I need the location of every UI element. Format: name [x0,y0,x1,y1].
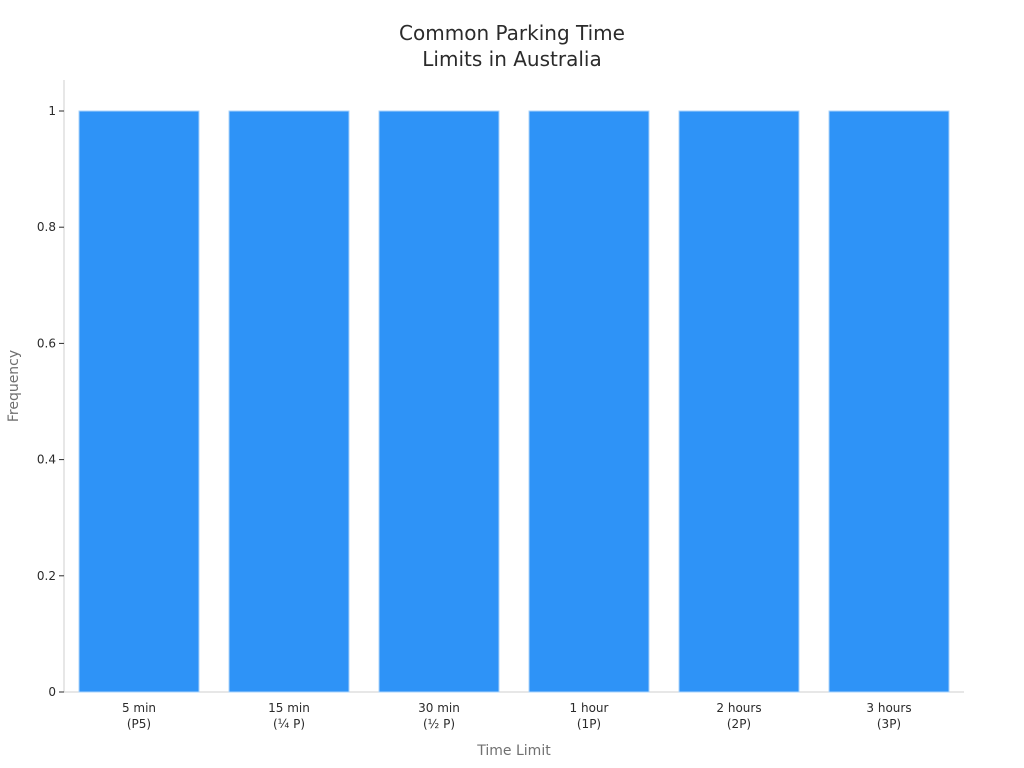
x-tick-label: (2P) [727,717,751,731]
bar-1[interactable] [228,110,350,693]
x-tick-label: 30 min [418,701,460,715]
bar-4[interactable] [678,110,800,693]
x-axis-label: Time Limit [476,743,551,759]
bar-2[interactable] [378,110,500,693]
y-axis-label: Frequency [6,350,22,422]
x-tick-label: (1P) [577,717,601,731]
x-tick-label: 1 hour [570,701,609,715]
bar-0[interactable] [78,110,200,693]
x-tick-label: 15 min [268,701,310,715]
x-tick-label: (3P) [877,717,901,731]
y-tick-label: 1 [48,104,56,118]
y-tick-label: 0.4 [37,453,56,467]
y-tick-label: 0.2 [37,569,56,583]
x-axis-ticks: 5 min (P5) 15 min (¼ P) 30 min (½ P) 1 hour (1P… [122,701,912,731]
bar-3[interactable] [528,110,650,693]
y-tick-label: 0.6 [37,336,56,350]
bars-group [78,110,950,693]
chart-title-line-2: Limits in Australia [422,47,601,71]
chart-title-line-1: Common Parking Time [399,21,625,45]
x-tick-label: 5 min [122,701,156,715]
bar-5[interactable] [828,110,950,693]
x-tick-label: 3 hours [866,701,911,715]
x-tick-label: 2 hours [716,701,761,715]
x-tick-label: (½ P) [423,717,455,731]
x-tick-label: (P5) [127,717,151,731]
y-tick-label: 0.8 [37,220,56,234]
x-tick-label: (¼ P) [273,717,305,731]
y-axis-ticks: 0 0.2 0.4 0.6 0.8 1 [37,104,64,699]
y-tick-label: 0 [48,685,56,699]
